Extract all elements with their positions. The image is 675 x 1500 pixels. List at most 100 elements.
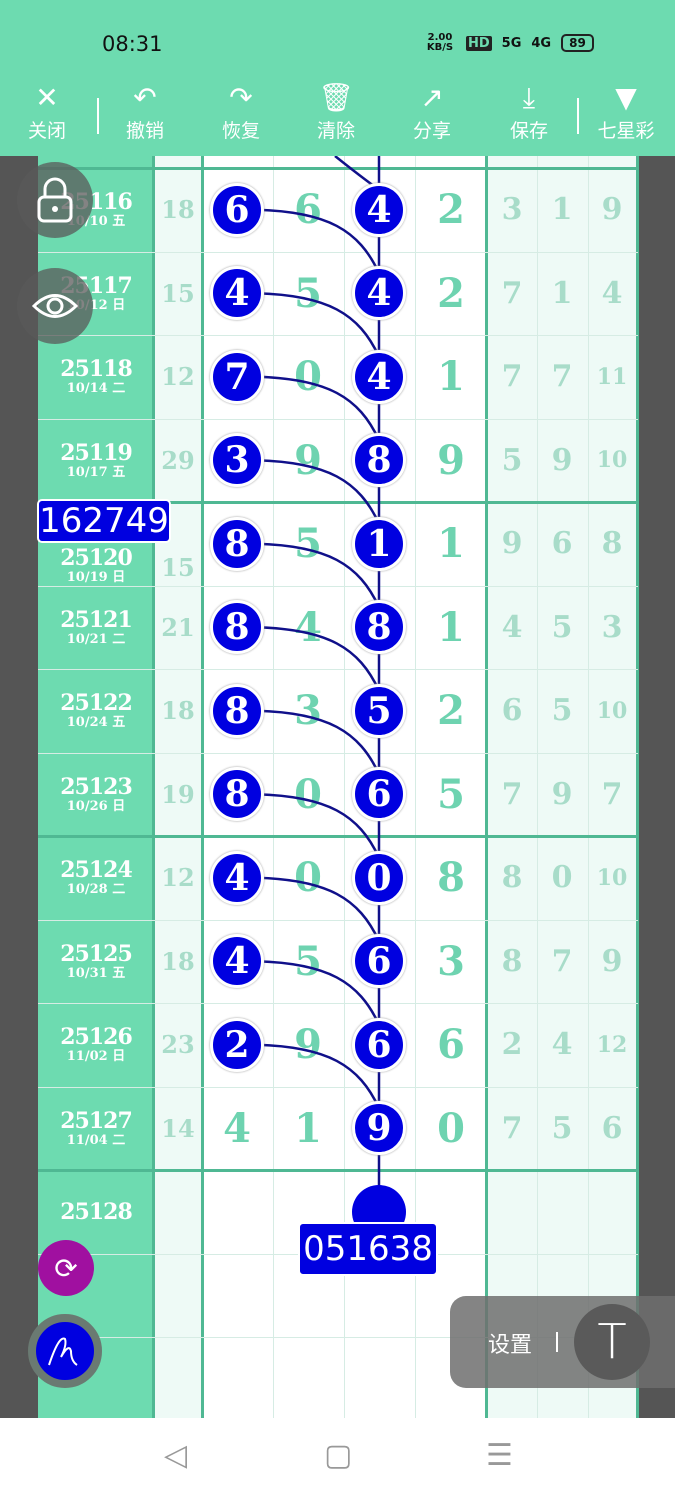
toolbar-button-redo[interactable]: ↷ 恢复 — [201, 80, 281, 143]
number-ball[interactable]: 6 — [352, 767, 406, 822]
issue-date: 10/19 日 — [66, 569, 126, 585]
number-ball[interactable]: 4 — [210, 850, 264, 905]
divider — [556, 1332, 558, 1352]
settings-button[interactable]: 设置 — [488, 1333, 533, 1358]
signature-icon — [48, 1337, 78, 1366]
digit-cell[interactable]: 4 — [294, 603, 322, 651]
issue-date: 10/24 五 — [66, 715, 126, 731]
number-ball[interactable]: 1 — [352, 516, 406, 571]
extra-cell: 9 — [551, 442, 573, 478]
number-ball[interactable]: 2 — [210, 1017, 264, 1072]
trend-curve — [256, 960, 381, 1026]
back-button[interactable]: ◁ — [164, 1438, 188, 1473]
text-tool-button[interactable]: T — [574, 1304, 650, 1380]
number-ball[interactable]: 8 — [210, 600, 264, 655]
toolbar-label: 撤销 — [125, 120, 164, 142]
number-ball[interactable]: 8 — [352, 600, 406, 655]
extra-columns — [487, 156, 637, 1418]
digit-cell[interactable]: 5 — [437, 770, 465, 818]
extra-cell: 6 — [601, 1110, 623, 1146]
sum-value: 19 — [161, 779, 195, 809]
lock-button[interactable] — [17, 162, 93, 238]
extra-cell: 4 — [501, 609, 523, 645]
sum-value: 12 — [161, 362, 195, 392]
row-id: 25125 10/31 五 — [38, 920, 154, 1004]
number-ball[interactable]: 6 — [352, 934, 406, 989]
digit-cell[interactable]: 4 — [223, 1104, 251, 1152]
digit-cell[interactable]: 2 — [437, 269, 465, 317]
digit-cell[interactable]: 0 — [294, 854, 322, 902]
trend-curve — [256, 709, 381, 775]
number-ball[interactable]: 3 — [210, 433, 264, 488]
digit-cell[interactable]: 2 — [437, 186, 465, 234]
extra-cell: 8 — [501, 860, 523, 896]
digit-cell[interactable]: 6 — [294, 186, 322, 234]
grid-divider — [636, 156, 639, 1418]
refresh-icon: ⟳ — [54, 1251, 78, 1285]
menu-button[interactable]: ☰ — [486, 1438, 513, 1473]
digit-cell[interactable]: 0 — [437, 1104, 465, 1152]
row-id: 25126 11/02 日 — [38, 1003, 154, 1087]
toolbar-button-share[interactable]: ↗ 分享 — [392, 80, 472, 143]
issue-number: 25126 — [60, 1024, 133, 1051]
digit-cell[interactable]: 9 — [294, 1021, 322, 1069]
lock-icon — [37, 177, 73, 223]
extra-cell: 12 — [596, 1031, 628, 1058]
digit-cell[interactable]: 1 — [437, 603, 465, 651]
number-ball[interactable]: 4 — [352, 349, 406, 404]
trash-icon: 🗑 — [318, 81, 354, 114]
digit-cell[interactable]: 0 — [294, 770, 322, 818]
digit-cell[interactable]: 8 — [437, 854, 465, 902]
toolbar-button-undo[interactable]: ↶ 撤销 — [105, 80, 185, 143]
digit-cell[interactable]: 2 — [437, 687, 465, 735]
digit-cell[interactable]: 1 — [294, 1104, 322, 1152]
digit-cell[interactable]: 0 — [294, 353, 322, 401]
row-line — [38, 919, 638, 921]
id-column — [38, 156, 154, 1418]
digit-cell[interactable]: 6 — [437, 1021, 465, 1069]
digit-cell[interactable]: 5 — [294, 269, 322, 317]
number-ball[interactable]: 4 — [352, 266, 406, 321]
digit-cell[interactable]: 1 — [437, 353, 465, 401]
digit-cell[interactable]: 9 — [294, 436, 322, 484]
number-ball[interactable]: 8 — [210, 516, 264, 571]
number-ball[interactable]: 6 — [352, 1017, 406, 1072]
digit-cell[interactable]: 3 — [437, 937, 465, 985]
digit-cell[interactable]: 1 — [437, 520, 465, 568]
issue-number: 25118 — [60, 356, 133, 383]
home-button[interactable]: ▢ — [324, 1438, 353, 1473]
number-ball[interactable]: 8 — [352, 433, 406, 488]
digit-cell[interactable]: 3 — [294, 687, 322, 735]
extra-cell: 5 — [551, 693, 573, 729]
selected-number-badge[interactable]: 162749 — [37, 499, 171, 543]
row-id: 25123 10/26 日 — [38, 753, 154, 837]
row-id: 25122 10/24 五 — [38, 669, 154, 753]
issue-date: 10/14 二 — [66, 381, 126, 397]
toolbar-button-close[interactable]: ✕ 关闭 — [7, 80, 87, 143]
number-ball[interactable]: 4 — [210, 934, 264, 989]
row-id: 25127 11/04 二 — [38, 1087, 154, 1171]
group-divider — [38, 501, 638, 504]
sum-value: 15 — [161, 278, 195, 308]
toolbar-label: 清除 — [316, 120, 355, 142]
toolbar-button-trash[interactable]: 🗑 清除 — [296, 80, 376, 143]
digit-cell[interactable]: 5 — [294, 520, 322, 568]
number-ball[interactable]: 6 — [210, 182, 264, 237]
number-ball[interactable]: 8 — [210, 683, 264, 738]
digit-cell[interactable]: 9 — [437, 436, 465, 484]
number-ball[interactable]: 9 — [352, 1101, 406, 1156]
toolbar-button-dropdown-triangle[interactable]: ▼ 七星彩 — [586, 80, 666, 143]
number-ball[interactable]: 0 — [352, 850, 406, 905]
number-ball[interactable]: 8 — [210, 767, 264, 822]
eye-button[interactable] — [17, 268, 93, 344]
number-ball[interactable]: 4 — [210, 266, 264, 321]
number-ball[interactable]: 5 — [352, 683, 406, 738]
draw-button[interactable] — [28, 1314, 102, 1388]
refresh-button[interactable]: ⟳ — [38, 1240, 94, 1296]
issue-date: 10/28 二 — [66, 882, 126, 898]
number-ball[interactable]: 4 — [352, 182, 406, 237]
number-ball[interactable]: 7 — [210, 349, 264, 404]
digit-cell[interactable]: 5 — [294, 937, 322, 985]
prediction-badge[interactable]: 051638 — [298, 1222, 438, 1276]
toolbar-button-download[interactable]: ⤓ 保存 — [489, 80, 569, 143]
